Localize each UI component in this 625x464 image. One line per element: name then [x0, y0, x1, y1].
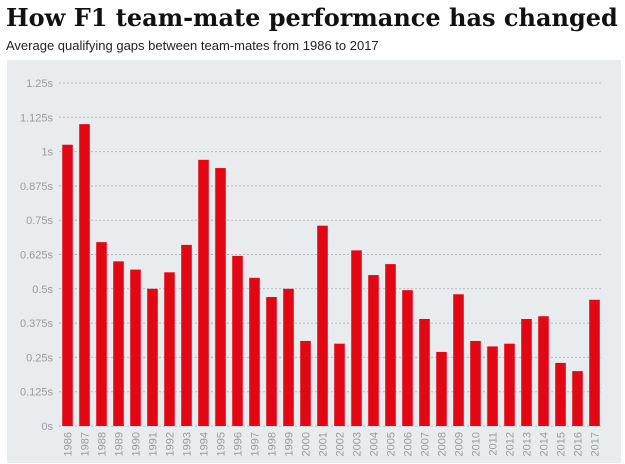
bar — [470, 340, 481, 426]
x-tick-label: 2006 — [403, 432, 415, 456]
x-tick-label: 1997 — [250, 432, 262, 456]
x-tick-label: 2004 — [369, 432, 381, 456]
x-tick-label: 2000 — [301, 432, 313, 456]
bar — [521, 318, 532, 426]
bar — [402, 290, 413, 426]
bar — [453, 294, 464, 426]
chart-title: How F1 team-mate performance has changed — [6, 3, 618, 32]
x-tick-label: 2010 — [471, 432, 483, 456]
bar — [266, 297, 277, 426]
bar — [487, 346, 498, 426]
x-tick-label: 2002 — [335, 432, 347, 456]
x-tick-label: 1998 — [267, 432, 279, 456]
bar — [368, 275, 379, 426]
x-tick-label: 2001 — [318, 432, 330, 456]
x-tick-label: 1995 — [216, 432, 228, 456]
y-tick-label: 0.5s — [32, 284, 53, 296]
bar — [62, 144, 73, 426]
x-tick-label: 2009 — [454, 432, 466, 456]
bar-chart: 0s 0.125s 0.25s 0.375s 0.5s 0.625s 0.75s 0.875s… — [20, 78, 603, 456]
y-tick-label: 0.25s — [26, 352, 53, 364]
bar — [96, 242, 107, 426]
bar — [198, 159, 209, 426]
bar — [436, 351, 447, 426]
bar — [317, 225, 328, 426]
bar — [215, 168, 226, 426]
x-tick-label: 2012 — [505, 432, 517, 456]
x-tick-label: 1994 — [199, 432, 211, 456]
y-tick-label: 1.25s — [26, 78, 53, 90]
x-tick-label: 2013 — [522, 432, 534, 456]
x-tick-label: 1990 — [131, 432, 143, 456]
x-tick-label: 2008 — [437, 432, 449, 456]
bar — [113, 261, 124, 426]
x-tick-label: 2011 — [488, 432, 500, 456]
bar — [130, 269, 141, 426]
y-tick-label: 0.625s — [20, 250, 54, 262]
x-tick-label: 1996 — [233, 432, 245, 456]
y-tick-label: 0.375s — [20, 318, 54, 330]
x-tick-label: 2014 — [539, 432, 551, 456]
y-tick-label: 0.75s — [26, 215, 53, 227]
bar — [589, 299, 600, 426]
bar — [334, 343, 345, 426]
bar — [300, 340, 311, 426]
x-tick-label: 2017 — [590, 432, 602, 456]
x-tick-label: 1986 — [63, 432, 75, 456]
bar — [572, 371, 583, 426]
y-tick-label: 0.875s — [20, 181, 54, 193]
y-tick-label: 0s — [41, 421, 53, 433]
bar — [419, 318, 430, 426]
bar — [538, 316, 549, 426]
bar — [164, 272, 175, 426]
x-tick-label: 1991 — [148, 432, 160, 456]
y-tick-label: 1s — [41, 147, 53, 159]
bar — [249, 277, 260, 426]
bar — [283, 288, 294, 426]
x-tick-label: 1988 — [97, 432, 109, 456]
x-tick-label: 2007 — [420, 432, 432, 456]
bar — [504, 343, 515, 426]
x-tick-label: 1993 — [182, 432, 194, 456]
x-tick-label: 2003 — [352, 432, 364, 456]
bar — [351, 250, 362, 426]
y-tick-label: 1.125s — [20, 112, 54, 124]
x-tick-label: 2016 — [573, 432, 585, 456]
y-tick-label: 0.125s — [20, 387, 54, 399]
x-tick-label: 1999 — [284, 432, 296, 456]
chart-subtitle: Average qualifying gaps between team-mat… — [6, 38, 379, 53]
x-tick-label: 1992 — [165, 432, 177, 456]
bar — [147, 288, 158, 426]
x-tick-label: 2015 — [556, 432, 568, 456]
x-tick-label: 2005 — [386, 432, 398, 456]
bar — [555, 362, 566, 426]
x-tick-label: 1987 — [80, 432, 92, 456]
bar — [79, 124, 90, 426]
bar — [181, 244, 192, 426]
bar — [232, 255, 243, 426]
bar — [385, 264, 396, 426]
x-tick-label: 1989 — [114, 432, 126, 456]
chart-area: 0s 0.125s 0.25s 0.375s 0.5s 0.625s 0.75s 0.875s… — [7, 60, 621, 463]
